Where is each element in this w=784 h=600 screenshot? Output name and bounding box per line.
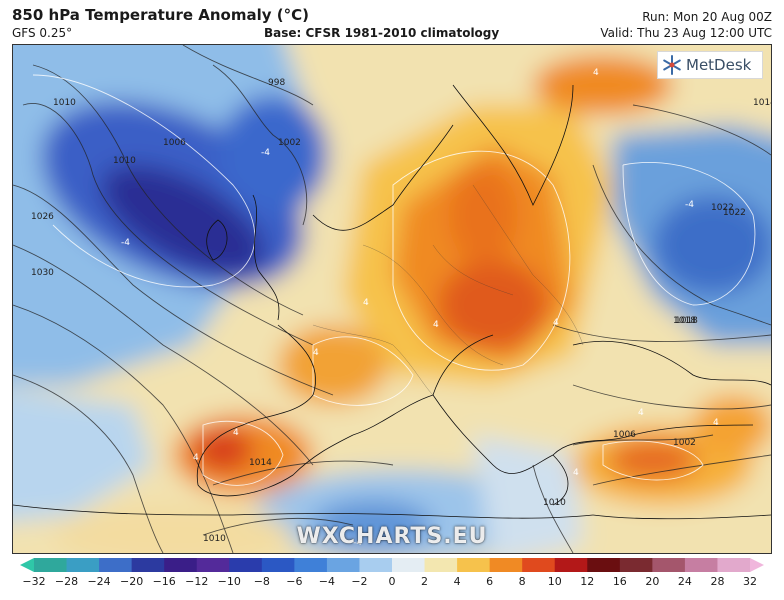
isotherm-label: 4 — [363, 298, 369, 308]
colorbar-segment — [261, 558, 295, 572]
watermark: WXCHARTS.EU — [296, 524, 488, 549]
temperature-field — [13, 45, 771, 553]
isotherm-label: -4 — [121, 238, 130, 248]
isobar-label: 1010 — [113, 156, 136, 166]
colorbar-segment — [164, 558, 198, 572]
isotherm-label: 4 — [233, 428, 239, 438]
isotherm-label: 4 — [573, 468, 579, 478]
map-canvas: 1010 998 1002 1006 1010 1018 1022 1026 1… — [13, 45, 771, 553]
isobar-label: 1014 — [249, 458, 272, 468]
colorbar-tick-label: 12 — [580, 575, 595, 588]
colorbar-tick-label: 20 — [645, 575, 660, 588]
isobar-label: 1018 — [675, 316, 698, 326]
colorbar-segment — [457, 558, 491, 572]
colorbar-segment — [392, 558, 426, 572]
colorbar-tick-label: 8 — [518, 575, 526, 588]
isobar-label: 1010 — [543, 498, 566, 508]
model-name: GFS 0.25° — [12, 26, 73, 40]
isobar-label: 1010 — [203, 534, 226, 544]
colorbar-tick-label: −16 — [152, 575, 176, 588]
anomaly-map: 1010 998 1002 1006 1010 1018 1022 1026 1… — [12, 44, 772, 554]
colorbar-tick-label: −12 — [185, 575, 209, 588]
isobars — [13, 45, 771, 553]
colorbar-tick-label: 10 — [547, 575, 562, 588]
isotherm-label-layer: -4 -4 -4 -4 4 4 4 4 4 4 4 4 4 4 — [121, 68, 719, 548]
colorbar-segment — [294, 558, 328, 572]
colorbar-tick-label: 4 — [453, 575, 461, 588]
isotherm-label: -4 — [261, 148, 270, 158]
colorbar-tick-label: 28 — [710, 575, 725, 588]
climatology-base: Base: CFSR 1981-2010 climatology — [264, 26, 500, 40]
run-time: Run: Mon 20 Aug 00Z — [642, 10, 772, 24]
colorbar-right-arrow — [750, 558, 764, 572]
colorbar — [20, 558, 764, 572]
colorbar-tick-label: −28 — [54, 575, 79, 588]
colorbar-segment — [717, 558, 751, 572]
colorbar-segments — [34, 558, 751, 572]
colorbar-segment — [424, 558, 458, 572]
coastlines — [13, 84, 771, 520]
colorbar-ticks: −32 −28 −24 −20 −16 −12 −10 −8 −6 −4 −2 0 2 4 6 8 10 12 16… — [0, 575, 784, 591]
isobar-label: 1022 — [723, 208, 746, 218]
logo-text: MetDesk — [686, 56, 752, 74]
isobar-label: 1014 — [753, 98, 771, 108]
isobar-label: 1026 — [31, 212, 54, 222]
colorbar-segment — [684, 558, 718, 572]
colorbar-tick-label: −6 — [286, 575, 303, 588]
colorbar-tick-label: 32 — [743, 575, 757, 588]
isotherm-label: 4 — [433, 320, 439, 330]
colorbar-tick-label: −10 — [217, 575, 241, 588]
colorbar-tick-label: −2 — [351, 575, 368, 588]
snowflake-icon — [663, 55, 681, 75]
colorbar-segment — [554, 558, 588, 572]
isotherm-label: -4 — [353, 538, 362, 548]
colorbar-segment — [619, 558, 653, 572]
metdesk-logo: MetDesk — [657, 51, 763, 79]
colorbar-segment — [489, 558, 523, 572]
isobar-label: 998 — [268, 78, 285, 88]
chart-title: 850 hPa Temperature Anomaly (°C) — [12, 6, 309, 24]
isobar-label: 1022 — [711, 203, 734, 213]
isobar-label: 1006 — [163, 138, 186, 148]
colorbar-segment — [66, 558, 100, 572]
isobar-label-layer: 1010 998 1002 1006 1010 1018 1022 1026 1… — [31, 78, 771, 544]
isotherm-label: 4 — [193, 453, 199, 463]
colorbar-tick-label: −32 — [22, 575, 46, 588]
isotherm-label: 4 — [638, 408, 644, 418]
chart-header: 850 hPa Temperature Anomaly (°C) GFS 0.2… — [0, 0, 784, 44]
colorbar-tick-label: 16 — [612, 575, 627, 588]
colorbar-tick-label: −4 — [318, 575, 336, 588]
isobar-label: 1030 — [31, 268, 54, 278]
colorbar-tick-label: −20 — [120, 575, 144, 588]
colorbar-segment — [587, 558, 621, 572]
borders — [312, 184, 584, 396]
colorbar-left-arrow — [20, 558, 34, 572]
colorbar-tick-label: 0 — [388, 575, 396, 588]
colorbar-tick-label: 2 — [421, 575, 429, 588]
colorbar-segment — [522, 558, 556, 572]
colorbar-segment — [99, 558, 133, 572]
colorbar-segment — [196, 558, 230, 572]
isobar-label: 1018 — [673, 316, 696, 326]
colorbar-segment — [229, 558, 263, 572]
colorbar-tick-label: −24 — [87, 575, 111, 588]
isotherm-label: -4 — [685, 200, 694, 210]
colorbar-segment — [131, 558, 165, 572]
isobar-label: 1002 — [673, 438, 696, 448]
isobar-label: 1010 — [53, 98, 76, 108]
colorbar-tick-label: 24 — [677, 575, 692, 588]
colorbar-segment — [652, 558, 686, 572]
isotherm-label: 4 — [593, 68, 599, 78]
isotherm-label: 4 — [553, 318, 559, 328]
isobar-label: 1002 — [278, 138, 301, 148]
colorbar-tick-label: −8 — [253, 575, 270, 588]
isotherm-label: 4 — [713, 418, 719, 428]
isobar-label: 1006 — [613, 430, 636, 440]
colorbar-segment — [359, 558, 393, 572]
colorbar-tick-label: 6 — [486, 575, 494, 588]
isotherm-label: 4 — [313, 348, 319, 358]
valid-time: Valid: Thu 23 Aug 12:00 UTC — [600, 26, 772, 40]
colorbar-segment — [326, 558, 360, 572]
colorbar-segment — [34, 558, 68, 572]
